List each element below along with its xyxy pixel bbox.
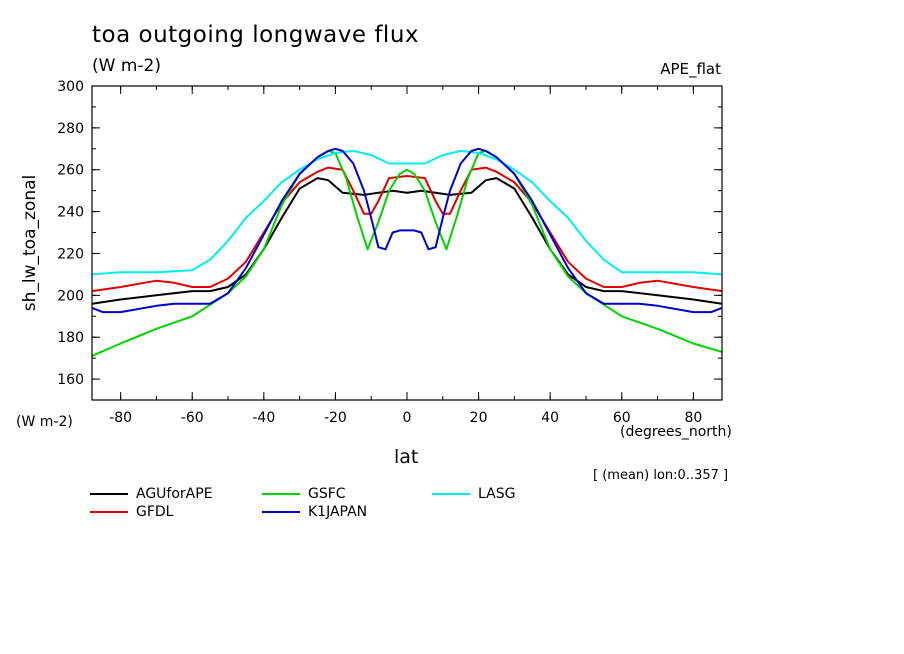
y-tick-label: 260 [57, 163, 84, 179]
x-tick-label: 20 [470, 410, 488, 426]
legend-item-gfdl: GFDL [90, 504, 173, 520]
x-axis-label: lat [394, 446, 419, 468]
x-tick-label: 40 [541, 410, 559, 426]
x-tick-label: 60 [613, 410, 631, 426]
legend-swatch [262, 493, 300, 495]
legend-swatch [432, 493, 470, 495]
legend-item-k1japan: K1JAPAN [262, 504, 367, 520]
legend-swatch [90, 511, 128, 513]
x-tick-label: 0 [403, 410, 412, 426]
chart-units: (W m-2) [92, 56, 161, 76]
y-axis-unit: (W m-2) [16, 414, 73, 430]
y-tick-label: 240 [57, 205, 84, 221]
x-axis-unit: (degrees_north) [620, 424, 732, 440]
legend-item-gsfc: GSFC [262, 486, 346, 502]
series-line-k1japan [92, 147, 722, 314]
legend-label: LASG [478, 486, 516, 502]
series-line-gsfc [92, 149, 722, 357]
x-tick-label: -60 [181, 410, 204, 426]
legend-item-lasg: LASG [432, 486, 515, 502]
x-tick-label: -20 [324, 410, 347, 426]
x-tick-label: 80 [684, 410, 702, 426]
x-tick-label: -40 [252, 410, 275, 426]
legend-swatch [90, 493, 128, 495]
series-line-lasg [92, 149, 722, 276]
experiment-label: APE_flat [660, 60, 721, 78]
y-tick-label: 300 [57, 79, 84, 95]
series-line-gfdl [92, 166, 722, 293]
y-tick-label: 180 [57, 330, 84, 346]
y-tick-label: 220 [57, 246, 84, 262]
y-tick-label: 280 [57, 121, 84, 137]
plot-frame [91, 85, 723, 401]
legend-label: GSFC [308, 486, 346, 502]
chart-title: toa outgoing longwave flux [92, 22, 420, 48]
legend-label: GFDL [136, 504, 174, 520]
legend-label: K1JAPAN [308, 504, 368, 520]
series-line-aguforape [92, 177, 722, 305]
y-tick-label: 160 [57, 372, 84, 388]
legend-swatch [262, 511, 300, 513]
averaging-note: [ (mean) lon:0..357 ] [593, 468, 729, 483]
x-tick-label: -80 [109, 410, 132, 426]
legend: AGUforAPE GSFC LASG GFDL K1JAPAN [90, 486, 590, 526]
y-tick-label: 200 [57, 288, 84, 304]
legend-item-aguforape: AGUforAPE [90, 486, 213, 502]
legend-label: AGUforAPE [136, 486, 213, 502]
